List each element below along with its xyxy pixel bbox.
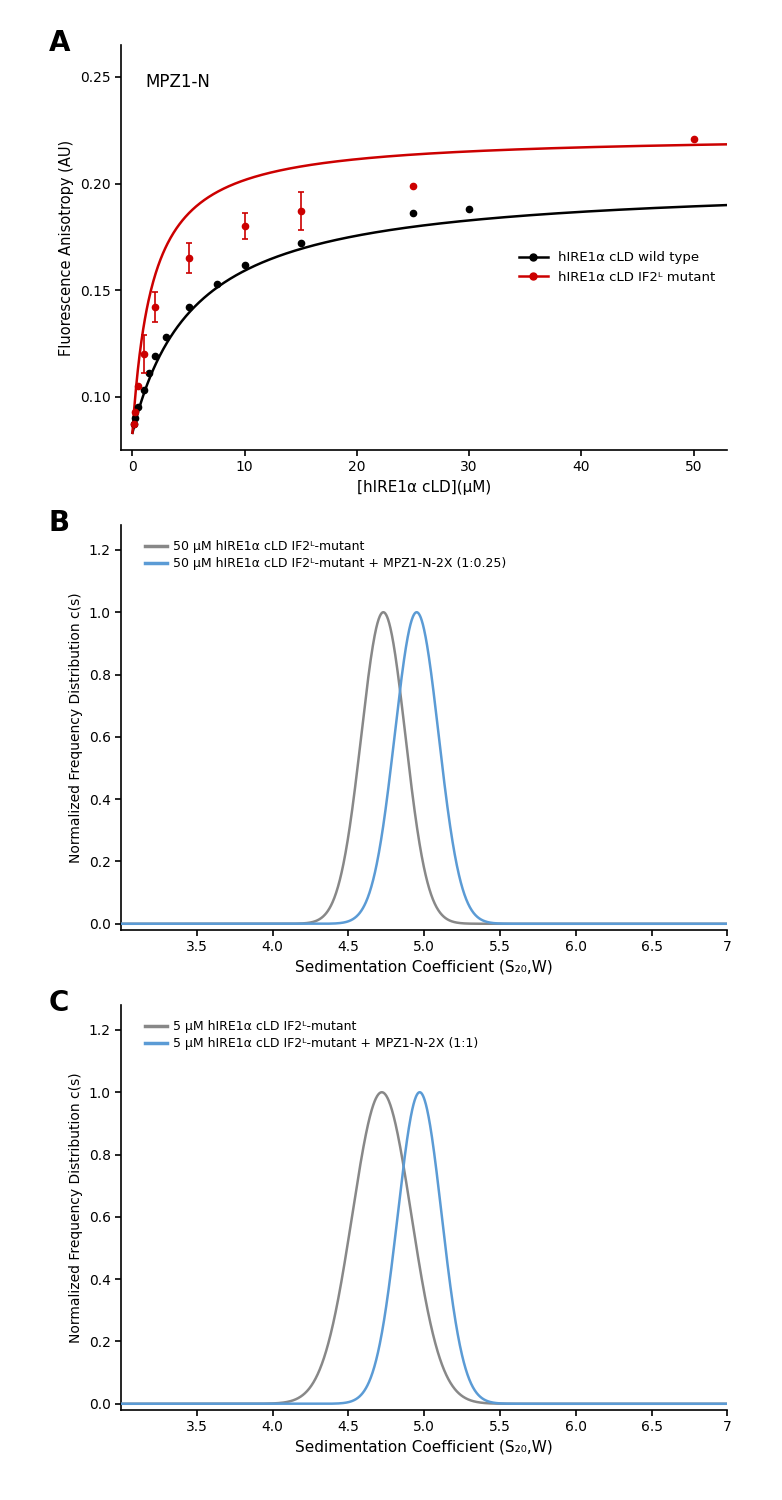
- Y-axis label: Normalized Frequency Distribution c(s): Normalized Frequency Distribution c(s): [70, 592, 83, 862]
- Text: A: A: [48, 28, 70, 57]
- X-axis label: Sedimentation Coefficient (S₂₀,W): Sedimentation Coefficient (S₂₀,W): [296, 960, 553, 975]
- Legend: 50 μM hIRE1α cLD IF2ᴸ-mutant, 50 μM hIRE1α cLD IF2ᴸ-mutant + MPZ1-N-2X (1:0.25): 50 μM hIRE1α cLD IF2ᴸ-mutant, 50 μM hIRE…: [139, 536, 511, 574]
- Legend: 5 μM hIRE1α cLD IF2ᴸ-mutant, 5 μM hIRE1α cLD IF2ᴸ-mutant + MPZ1-N-2X (1:1): 5 μM hIRE1α cLD IF2ᴸ-mutant, 5 μM hIRE1α…: [139, 1016, 483, 1054]
- Text: C: C: [48, 988, 69, 1017]
- Text: B: B: [48, 509, 70, 537]
- X-axis label: [hIRE1α cLD](μM): [hIRE1α cLD](μM): [357, 480, 491, 495]
- Text: MPZ1-N: MPZ1-N: [145, 74, 210, 92]
- X-axis label: Sedimentation Coefficient (S₂₀,W): Sedimentation Coefficient (S₂₀,W): [296, 1440, 553, 1455]
- Y-axis label: Fluorescence Anisotropy (AU): Fluorescence Anisotropy (AU): [59, 140, 74, 356]
- Legend: hIRE1α cLD wild type, hIRE1α cLD IF2ᴸ mutant: hIRE1α cLD wild type, hIRE1α cLD IF2ᴸ mu…: [513, 246, 721, 290]
- Y-axis label: Normalized Frequency Distribution c(s): Normalized Frequency Distribution c(s): [70, 1072, 83, 1342]
